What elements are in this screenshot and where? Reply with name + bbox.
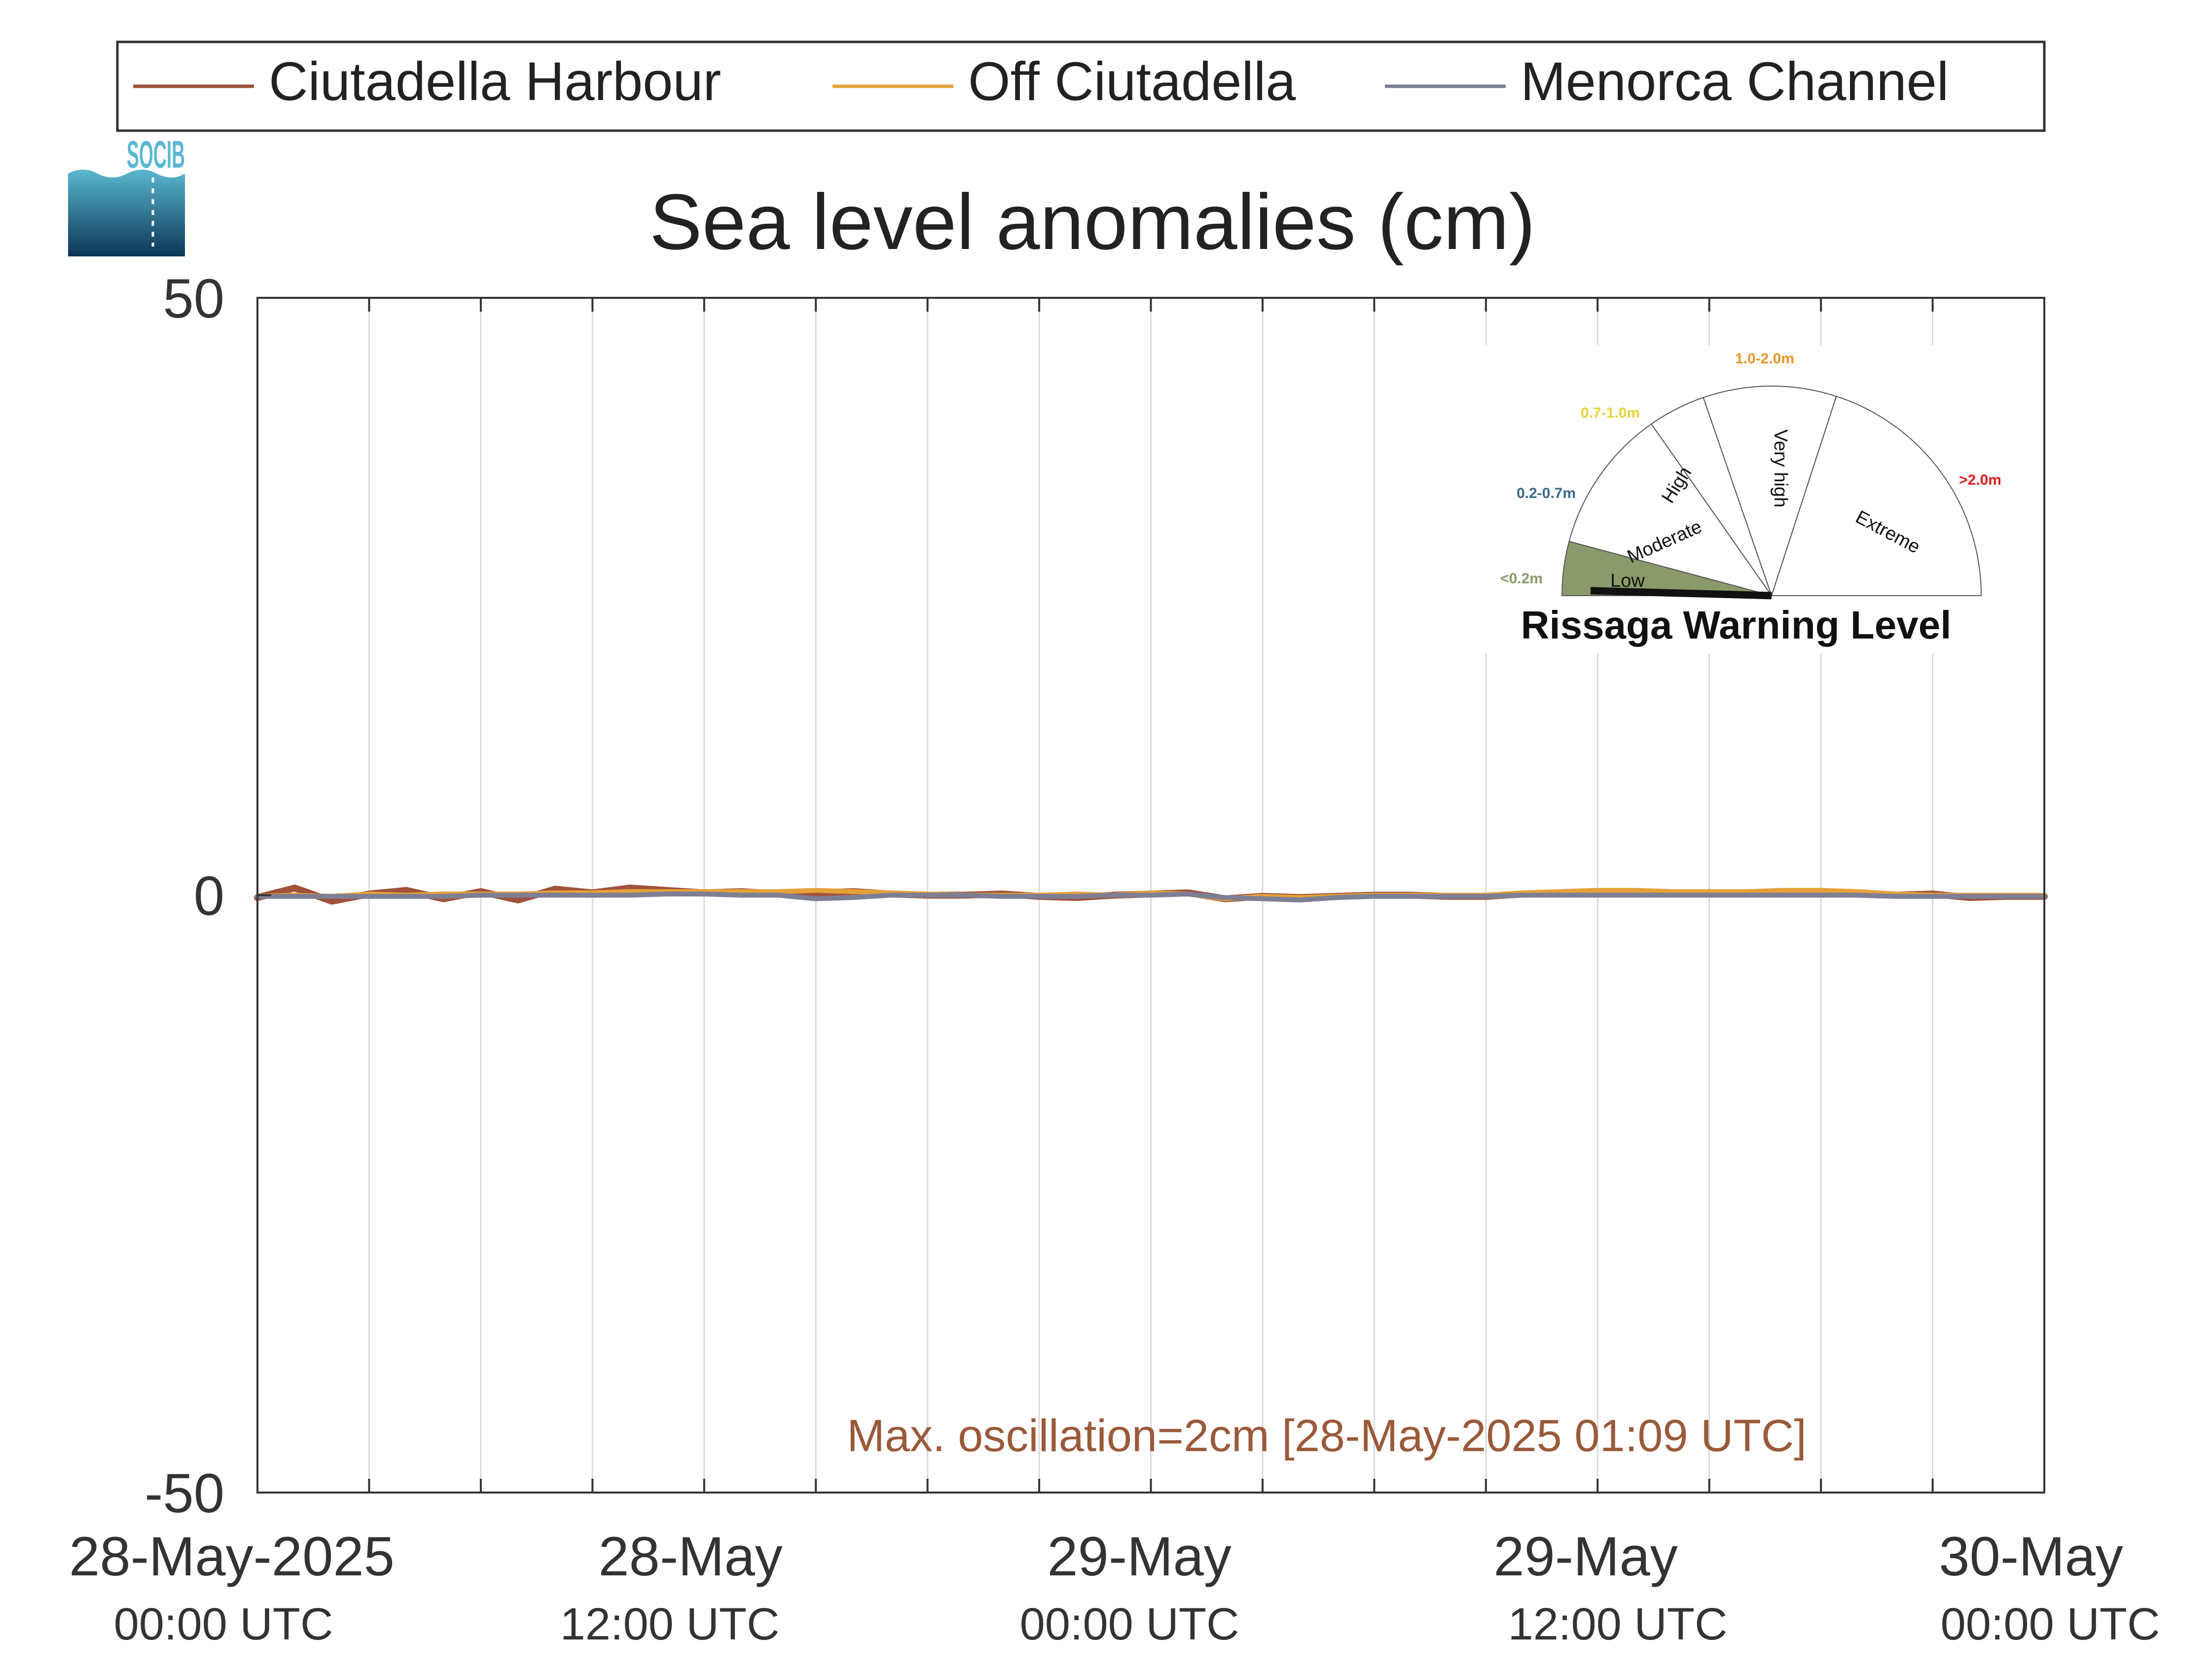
socib-logo: SOCIB [68, 133, 185, 256]
chart-title: Sea level anomalies (cm) [650, 178, 1535, 266]
gauge-label-very-high: Very high [1770, 429, 1791, 507]
y-tick-label: 50 [163, 268, 224, 329]
x-tick-label-date: 28-May [598, 1526, 782, 1587]
gauge-sector-extreme [1771, 395, 1982, 596]
max-oscillation-annotation: Max. oscillation=2cm [28-May-2025 01:09 … [847, 1411, 1807, 1461]
x-tick-label-time: 00:00 UTC [1941, 1599, 2160, 1649]
legend-entry-ciutadella-harbour: Ciutadella Harbour [133, 51, 721, 112]
gauge-sector-moderate [1568, 423, 1773, 597]
y-tick-label: 0 [194, 865, 224, 927]
y-tick-label: -50 [145, 1462, 224, 1524]
gauge-range-very-high: 1.0-2.0m [1735, 351, 1794, 367]
legend-label-ciutadella-harbour: Ciutadella Harbour [269, 51, 721, 112]
legend-entry-menorca-channel: Menorca Channel [1385, 51, 1949, 112]
x-tick-label-date: 30-May [1939, 1526, 2123, 1587]
legend-label-menorca-channel: Menorca Channel [1521, 51, 1949, 112]
legend-entry-off-ciutadella: Off Ciutadella [833, 51, 1296, 112]
legend-box [116, 40, 2046, 132]
socib-logo-wave [68, 170, 185, 256]
gauge-sector-very-high [1703, 386, 1837, 598]
x-tick-label-time: 12:00 UTC [560, 1599, 780, 1649]
gauge-range-extreme: >2.0m [1959, 472, 2001, 488]
x-tick-label-time: 00:00 UTC [1020, 1599, 1239, 1649]
gauge-range-high: 0.7-1.0m [1581, 405, 1640, 421]
series-line-menorca-channel [255, 891, 2047, 903]
data-series [254, 885, 2048, 905]
x-tick-label-date: 29-May [1047, 1526, 1231, 1587]
axis-ticks: -50 0 50 28-May-2025 00:00 UTC 28-May 12:00 UT… [69, 268, 2160, 1649]
gauge-range-low: <0.2m [1500, 570, 1543, 587]
gauge-title: Rissaga Warning Level [1521, 603, 1952, 647]
gauge-needle [1590, 587, 1772, 600]
x-tick-label-date: 28-May-2025 [69, 1526, 395, 1587]
x-tick-label-date: 29-May [1493, 1526, 1677, 1587]
socib-logo-text: SOCIB [127, 133, 185, 176]
x-tick-label-time: 12:00 UTC [1508, 1599, 1728, 1649]
gauge-range-moderate: 0.2-0.7m [1517, 485, 1576, 501]
legend: Ciutadella Harbour Off Ciutadella Menorc… [116, 40, 2046, 132]
legend-label-off-ciutadella: Off Ciutadella [968, 51, 1296, 112]
x-tick-label-time: 00:00 UTC [114, 1599, 333, 1649]
